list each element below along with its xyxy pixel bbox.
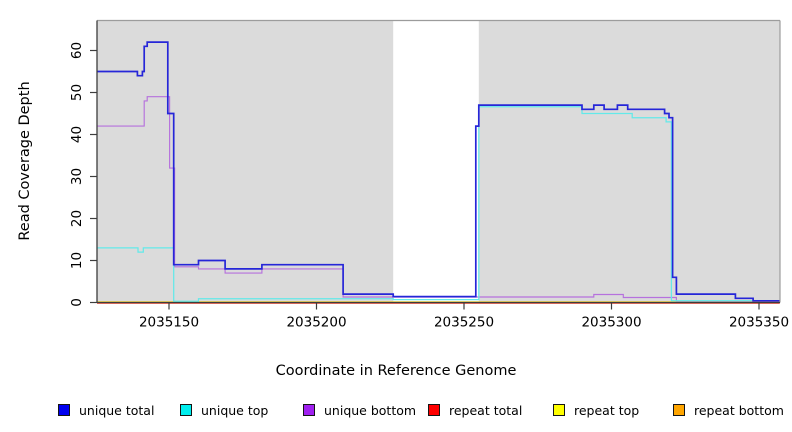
gap-band [393, 21, 479, 303]
series-line-unique-total [97, 41, 780, 302]
legend-item-repeat-top: repeat top [553, 402, 639, 418]
legend-item-unique-total: unique total [58, 402, 154, 418]
y-tick-label: 30 [69, 168, 85, 185]
y-tick-label: 60 [69, 42, 85, 59]
legend-label: unique bottom [324, 402, 417, 418]
y-tick-label: 20 [69, 210, 85, 227]
y-tick-label: 40 [69, 126, 85, 143]
legend-item-unique-top: unique top [180, 402, 268, 418]
legend-label: unique total [79, 402, 155, 418]
y-tick-label: 50 [69, 84, 85, 101]
x-tick-label: 2035300 [581, 315, 641, 331]
y-tick-label: 10 [69, 252, 85, 269]
series-line-unique-top [97, 106, 780, 302]
legend-swatch-icon [553, 404, 565, 416]
y-axis-title: Read Coverage Depth [17, 81, 33, 241]
legend-label: repeat total [449, 402, 523, 418]
x-axis-title: Coordinate in Reference Genome [275, 363, 517, 379]
legend-swatch-icon [180, 404, 192, 416]
x-tick-label: 2035150 [139, 315, 199, 331]
legend-item-repeat-total: repeat total [428, 402, 522, 418]
legend-swatch-icon [58, 404, 70, 416]
legend-swatch-icon [428, 404, 440, 416]
legend-swatch-icon [303, 404, 315, 416]
legend: unique total unique top unique bottom repea… [0, 400, 792, 424]
x-tick-label: 2035200 [286, 315, 346, 331]
legend-label: repeat bottom [694, 402, 784, 418]
legend-item-unique-bottom: unique bottom [303, 402, 416, 418]
y-tick-label: 0 [69, 298, 85, 307]
x-tick-label: 2035350 [729, 315, 789, 331]
legend-label: unique top [201, 402, 269, 418]
legend-item-repeat-bottom: repeat bottom [673, 402, 784, 418]
series-line-unique-bottom [97, 96, 780, 302]
x-tick-label: 2035250 [434, 315, 494, 331]
legend-label: repeat top [574, 402, 640, 418]
legend-swatch-icon [673, 404, 685, 416]
